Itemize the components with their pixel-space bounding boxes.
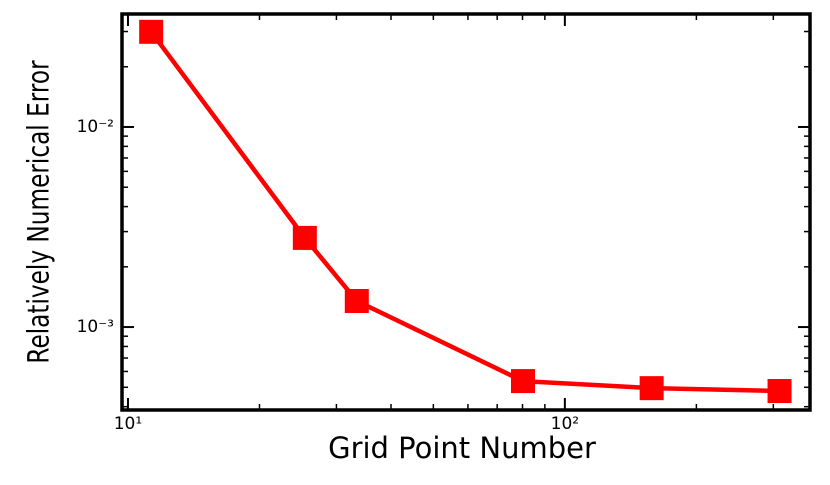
- marker: [292, 225, 317, 250]
- marker: [510, 369, 535, 394]
- y-tick-label: 10⁻²: [77, 117, 114, 137]
- marker: [639, 376, 664, 401]
- y-axis-label: Relatively Numerical Error: [23, 60, 56, 363]
- plot-frame: [120, 12, 812, 412]
- y-tick-label: 10⁻³: [77, 317, 114, 337]
- x-axis-label: Grid Point Number: [328, 431, 596, 465]
- marker: [767, 379, 792, 404]
- x-tick-label: 10¹: [114, 414, 142, 434]
- line: [149, 30, 780, 394]
- marker: [139, 19, 164, 44]
- marker: [344, 288, 369, 313]
- x-tick-label: 10²: [551, 414, 579, 434]
